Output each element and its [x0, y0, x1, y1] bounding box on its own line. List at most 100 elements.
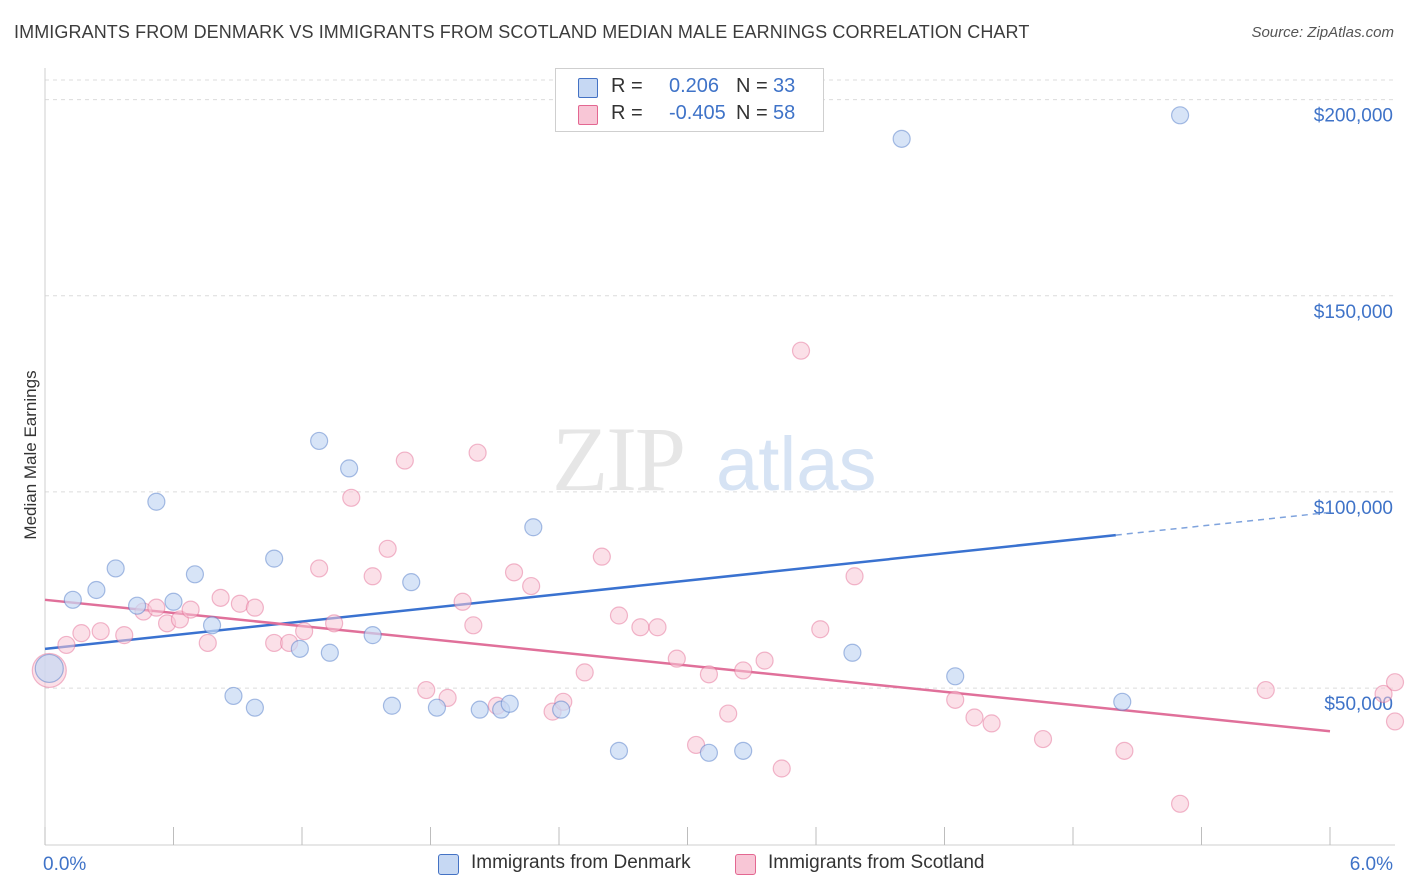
grid-layer [45, 79, 1395, 689]
data-point-denmark [185, 565, 205, 584]
legend-swatch-scotland [578, 105, 598, 125]
legend-swatch-denmark [438, 854, 459, 875]
data-point-denmark [87, 580, 106, 600]
data-point-denmark [363, 626, 382, 645]
legend-n-value: 58 [773, 102, 796, 124]
data-point-scotland [648, 618, 667, 637]
legend-label-denmark: Immigrants from Denmark [471, 852, 691, 873]
data-point-scotland [468, 443, 487, 462]
legend-r-label: R = [611, 75, 643, 97]
points-layer [31, 106, 1405, 813]
trend-line-scotland [44, 598, 1331, 733]
data-point-scotland [181, 600, 200, 619]
data-point-denmark [224, 686, 243, 706]
data-point-denmark [1170, 106, 1190, 125]
data-point-scotland [295, 622, 314, 641]
data-point-scotland [575, 663, 594, 682]
data-point-scotland [609, 606, 629, 625]
data-point-scotland [417, 680, 436, 700]
data-point-denmark [147, 492, 166, 511]
data-point-denmark [500, 694, 519, 713]
data-point-scotland [504, 563, 524, 582]
trend-layer [44, 511, 1331, 733]
data-point-scotland [325, 614, 344, 633]
data-point-scotland [667, 649, 686, 668]
data-point-denmark [310, 431, 329, 451]
legend-n-value: 33 [773, 75, 796, 97]
legend-n-label: N = [736, 75, 768, 97]
data-point-scotland [946, 690, 965, 709]
data-point-scotland [1374, 684, 1393, 704]
data-point-scotland [719, 704, 738, 723]
data-point-scotland [734, 661, 753, 680]
data-point-scotland [57, 635, 76, 655]
legend-r-value: -0.405 [669, 102, 726, 124]
trend-line-denmark [44, 533, 1116, 651]
data-point-scotland [310, 559, 329, 578]
data-point-scotland [811, 620, 830, 639]
data-point-scotland [72, 624, 91, 643]
data-point-scotland [1115, 741, 1134, 760]
data-point-denmark [470, 700, 489, 719]
y-tick-label: $50,000 [1324, 694, 1393, 715]
data-point-scotland [438, 688, 457, 707]
data-point-scotland [699, 665, 719, 684]
data-point-scotland [453, 592, 472, 611]
data-point-denmark [290, 639, 309, 658]
y-tick-label: $100,000 [1314, 498, 1393, 519]
data-point-scotland [342, 488, 361, 507]
data-point-denmark [202, 616, 222, 635]
legend-swatch-scotland [735, 854, 756, 875]
watermark: ZIP atlas [552, 408, 877, 510]
x-tick-label: 0.0% [43, 854, 86, 875]
data-point-denmark [552, 700, 571, 719]
data-point-scotland [686, 735, 706, 755]
data-point-scotland [965, 708, 984, 727]
y-tick-label: $150,000 [1314, 302, 1393, 323]
data-point-scotland [378, 539, 397, 558]
data-point-denmark [699, 743, 719, 762]
data-point-scotland [772, 759, 791, 778]
data-point-denmark [340, 459, 359, 478]
data-point-denmark [245, 698, 264, 717]
data-point-scotland [791, 341, 811, 360]
data-point-scotland [845, 567, 864, 586]
legend-n-label: N = [736, 102, 768, 124]
legend-swatch-denmark [578, 78, 598, 98]
data-point-scotland [982, 714, 1001, 733]
data-point-denmark [106, 559, 125, 578]
data-point-scotland [211, 588, 230, 607]
chart-title: IMMIGRANTS FROM DENMARK VS IMMIGRANTS FR… [14, 22, 1030, 42]
trend-line-denmark-extension [1115, 511, 1331, 536]
data-point-denmark [609, 741, 629, 760]
data-point-scotland [631, 618, 650, 637]
data-point-scotland [115, 626, 134, 645]
y-axis-label: Median Male Earnings [21, 370, 40, 539]
data-point-denmark [265, 549, 284, 568]
series-legend: Immigrants from Denmark Immigrants from … [0, 851, 1406, 879]
watermark-zip: ZIP [552, 408, 684, 510]
data-point-scotland [755, 651, 774, 670]
correlation-legend: R = 0.206 N = 33 R = -0.405 N = 58 [555, 68, 824, 132]
data-point-denmark [427, 698, 447, 717]
data-point-denmark [946, 667, 965, 686]
data-point-scotland [1385, 712, 1405, 731]
data-point-scotland [170, 610, 190, 629]
data-point-denmark [34, 653, 64, 684]
data-point-scotland [522, 576, 541, 596]
watermark-atlas: atlas [716, 422, 877, 507]
data-point-scotland [245, 598, 264, 617]
y-tick-label: $200,000 [1314, 106, 1393, 127]
data-point-denmark [892, 129, 911, 148]
data-point-denmark [843, 643, 862, 662]
data-point-scotland [395, 451, 414, 470]
data-point-denmark [63, 590, 82, 609]
data-point-scotland [363, 567, 382, 586]
axes-layer: $50,000 $100,000 $150,000 $200,000 0.0% 6.0% [43, 68, 1395, 875]
data-point-scotland [1033, 729, 1053, 749]
data-point-scotland [198, 633, 217, 653]
data-point-scotland [147, 598, 166, 617]
data-point-denmark [320, 643, 339, 662]
data-point-scotland [91, 622, 110, 641]
data-point-denmark [382, 696, 402, 715]
